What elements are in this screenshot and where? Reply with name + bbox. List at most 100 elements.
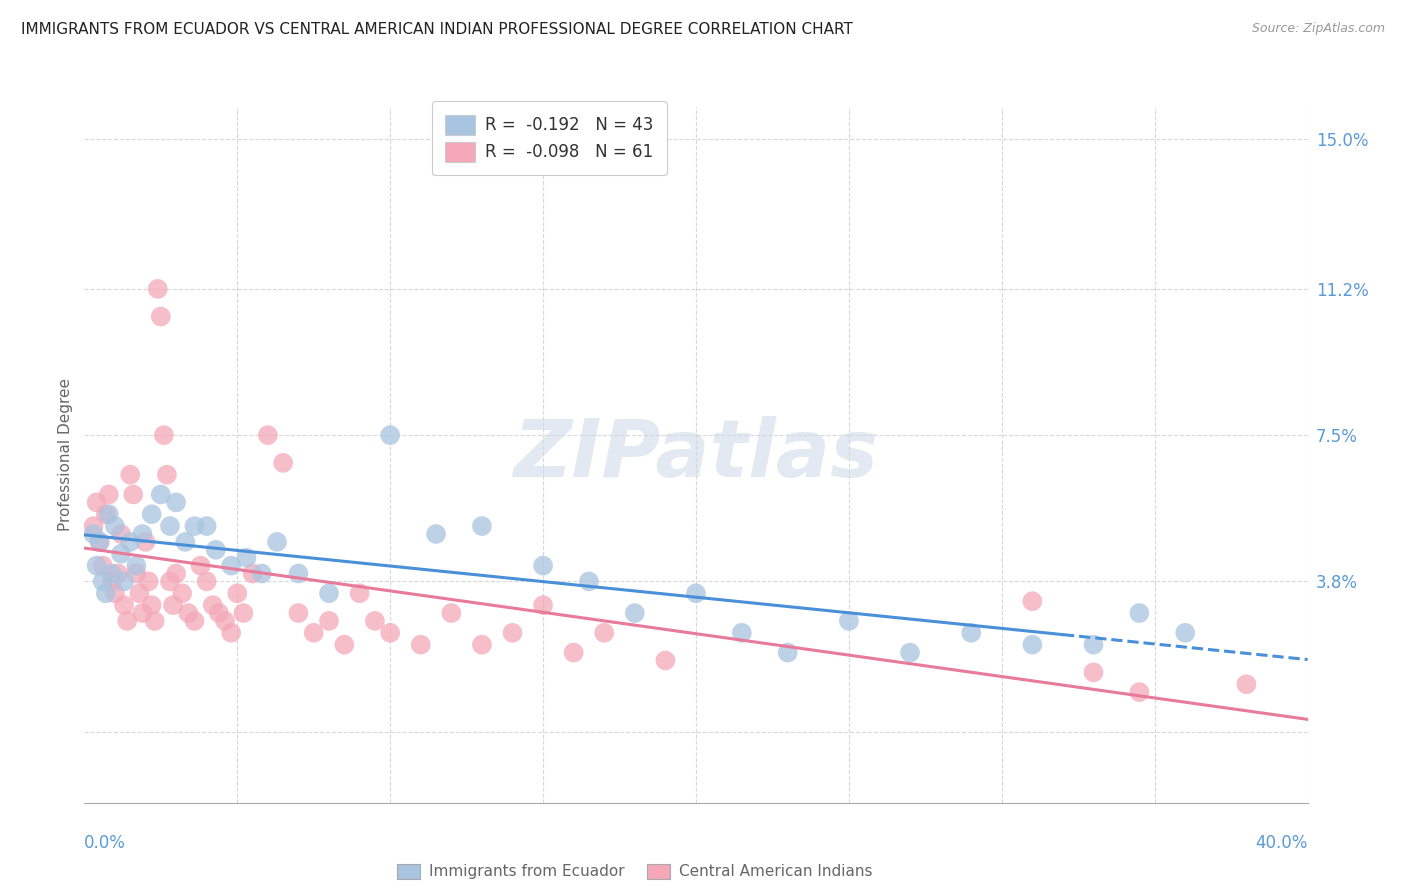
Point xyxy=(380,428,402,442)
Point xyxy=(177,606,200,620)
Point xyxy=(205,542,228,557)
Point xyxy=(1021,594,1043,608)
Point xyxy=(149,487,172,501)
Point xyxy=(593,625,616,640)
Point xyxy=(172,586,194,600)
Point xyxy=(156,467,179,482)
Point xyxy=(141,507,163,521)
Point xyxy=(654,653,676,667)
Point xyxy=(165,566,187,581)
Point xyxy=(624,606,647,620)
Point xyxy=(125,558,148,573)
Point xyxy=(86,495,108,509)
Point xyxy=(91,574,114,589)
Point xyxy=(89,534,111,549)
Point xyxy=(183,614,205,628)
Point xyxy=(195,574,218,589)
Point xyxy=(89,534,111,549)
Point xyxy=(898,646,921,660)
Point xyxy=(208,606,231,620)
Point xyxy=(141,598,163,612)
Point xyxy=(425,527,447,541)
Legend: Immigrants from Ecuador, Central American Indians: Immigrants from Ecuador, Central America… xyxy=(391,857,879,886)
Point xyxy=(1236,677,1258,691)
Point xyxy=(471,638,494,652)
Point xyxy=(128,586,150,600)
Point xyxy=(120,534,142,549)
Point xyxy=(214,614,236,628)
Point xyxy=(562,646,585,660)
Point xyxy=(86,558,108,573)
Point xyxy=(115,614,138,628)
Point xyxy=(94,586,117,600)
Point xyxy=(83,519,105,533)
Point xyxy=(1128,685,1150,699)
Point xyxy=(318,614,340,628)
Point xyxy=(1021,638,1043,652)
Point xyxy=(257,428,280,442)
Point xyxy=(112,598,135,612)
Point xyxy=(226,586,249,600)
Point xyxy=(685,586,707,600)
Point xyxy=(162,598,184,612)
Point xyxy=(135,534,157,549)
Point xyxy=(159,574,181,589)
Point xyxy=(146,282,169,296)
Point xyxy=(131,606,153,620)
Point xyxy=(409,638,432,652)
Point xyxy=(83,527,105,541)
Point xyxy=(149,310,172,324)
Point xyxy=(318,586,340,600)
Point xyxy=(235,550,257,565)
Point xyxy=(266,534,288,549)
Y-axis label: Professional Degree: Professional Degree xyxy=(58,378,73,532)
Text: 40.0%: 40.0% xyxy=(1256,834,1308,853)
Point xyxy=(1128,606,1150,620)
Point xyxy=(731,625,754,640)
Point xyxy=(125,566,148,581)
Text: IMMIGRANTS FROM ECUADOR VS CENTRAL AMERICAN INDIAN PROFESSIONAL DEGREE CORRELATI: IMMIGRANTS FROM ECUADOR VS CENTRAL AMERI… xyxy=(21,22,853,37)
Point xyxy=(131,527,153,541)
Point xyxy=(838,614,860,628)
Point xyxy=(333,638,356,652)
Point xyxy=(110,527,132,541)
Point xyxy=(97,507,120,521)
Point xyxy=(153,428,176,442)
Point xyxy=(219,558,242,573)
Point xyxy=(531,598,554,612)
Point xyxy=(94,507,117,521)
Point xyxy=(1083,665,1105,680)
Text: 0.0%: 0.0% xyxy=(84,834,127,853)
Point xyxy=(776,646,799,660)
Point xyxy=(143,614,166,628)
Point xyxy=(471,519,494,533)
Point xyxy=(364,614,387,628)
Point xyxy=(91,558,114,573)
Point xyxy=(97,487,120,501)
Point xyxy=(165,495,187,509)
Point xyxy=(1083,638,1105,652)
Point xyxy=(380,625,402,640)
Point xyxy=(960,625,983,640)
Point xyxy=(502,625,524,640)
Point xyxy=(349,586,371,600)
Text: ZIPatlas: ZIPatlas xyxy=(513,416,879,494)
Point xyxy=(112,574,135,589)
Point xyxy=(287,606,309,620)
Point xyxy=(104,519,127,533)
Point xyxy=(174,534,197,549)
Point xyxy=(195,519,218,533)
Text: Source: ZipAtlas.com: Source: ZipAtlas.com xyxy=(1251,22,1385,36)
Point xyxy=(159,519,181,533)
Point xyxy=(219,625,242,640)
Point xyxy=(440,606,463,620)
Point xyxy=(183,519,205,533)
Point xyxy=(107,566,129,581)
Point xyxy=(1174,625,1197,640)
Point xyxy=(302,625,325,640)
Point xyxy=(122,487,145,501)
Point xyxy=(101,574,124,589)
Point xyxy=(232,606,254,620)
Point xyxy=(531,558,554,573)
Point xyxy=(110,547,132,561)
